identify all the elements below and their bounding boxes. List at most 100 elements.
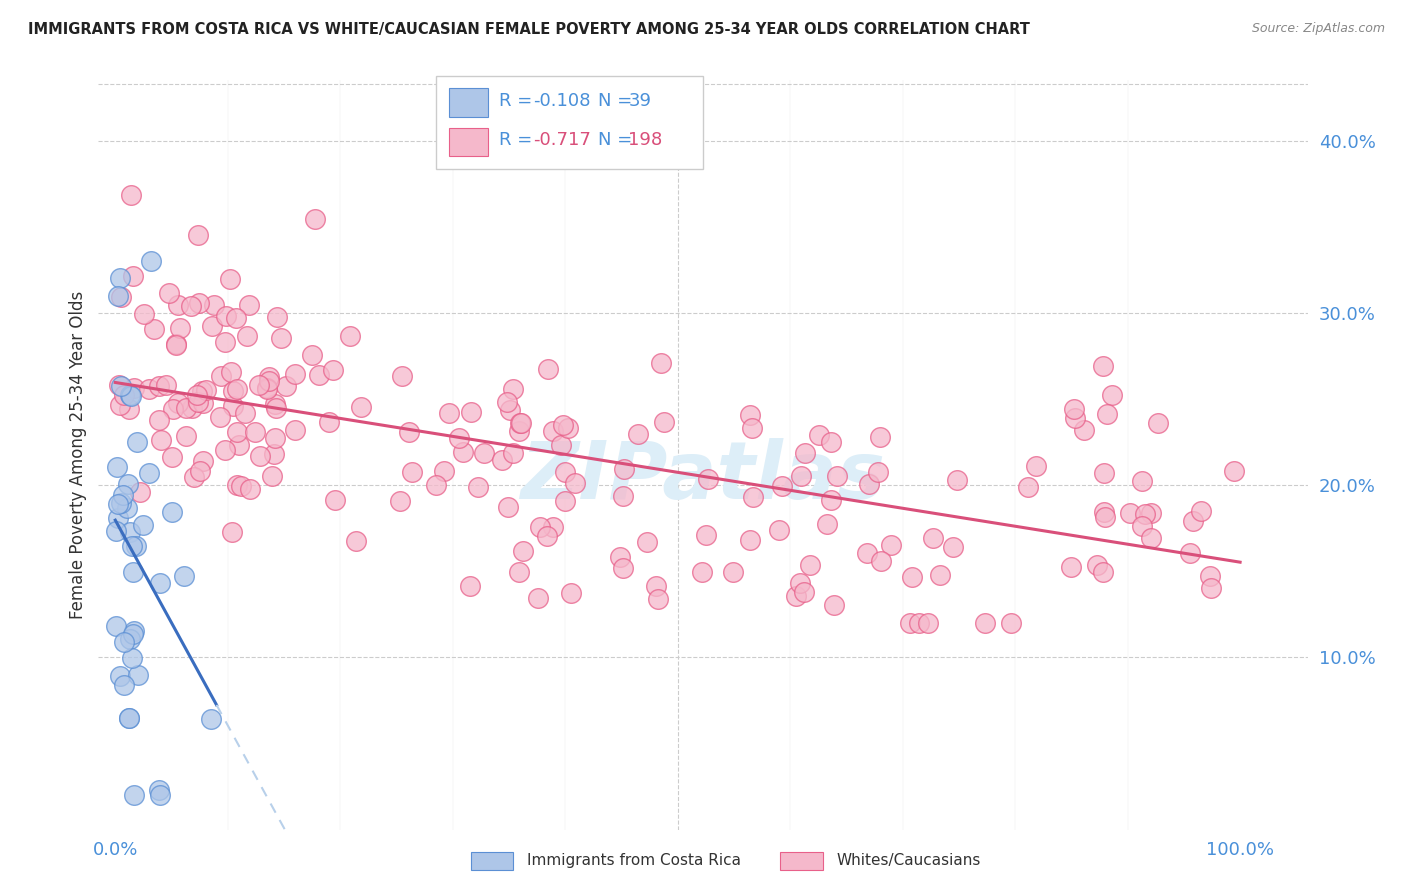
Point <box>509 417 531 431</box>
Point <box>121 268 143 283</box>
Point <box>323 493 346 508</box>
Point <box>652 416 675 430</box>
Point <box>301 348 323 362</box>
Point <box>187 227 209 242</box>
Point <box>124 381 146 395</box>
Point <box>613 461 636 475</box>
Point <box>167 396 190 410</box>
Point <box>122 627 145 641</box>
Point <box>167 298 190 312</box>
Point <box>308 368 330 383</box>
Point <box>191 384 214 398</box>
Point <box>121 539 143 553</box>
Point <box>553 418 575 433</box>
Point <box>181 401 204 415</box>
Point <box>149 433 172 447</box>
Point <box>225 477 247 491</box>
Point <box>554 465 576 479</box>
Point <box>350 400 373 414</box>
Point <box>174 401 197 415</box>
Text: -0.108: -0.108 <box>533 92 591 110</box>
Point <box>453 445 475 459</box>
Point <box>238 298 260 312</box>
Point <box>169 321 191 335</box>
Point <box>496 500 519 514</box>
Point <box>1223 464 1246 478</box>
Point <box>107 511 129 525</box>
Point <box>458 579 481 593</box>
Point <box>339 328 361 343</box>
Point <box>122 788 145 802</box>
Point <box>900 615 922 630</box>
Point <box>263 432 285 446</box>
Point <box>108 398 131 412</box>
Point <box>398 425 420 439</box>
Y-axis label: Female Poverty Among 25-34 Year Olds: Female Poverty Among 25-34 Year Olds <box>69 291 87 619</box>
Point <box>149 576 172 591</box>
Point <box>112 635 135 649</box>
Point <box>200 712 222 726</box>
Point <box>266 310 288 325</box>
Point <box>856 546 879 560</box>
Point <box>612 561 634 575</box>
Text: IMMIGRANTS FROM COSTA RICA VS WHITE/CAUCASIAN FEMALE POVERTY AMONG 25-34 YEAR OL: IMMIGRANTS FROM COSTA RICA VS WHITE/CAUC… <box>28 22 1031 37</box>
Point <box>208 409 231 424</box>
Point <box>138 466 160 480</box>
Point <box>508 424 530 438</box>
Point <box>132 517 155 532</box>
Point <box>1199 582 1222 596</box>
Point <box>740 409 762 423</box>
Point <box>222 384 245 399</box>
Point <box>219 365 242 379</box>
Point <box>768 523 790 537</box>
Point <box>564 476 586 491</box>
Point <box>256 382 278 396</box>
Point <box>808 428 831 442</box>
Point <box>115 501 138 516</box>
Point <box>612 490 634 504</box>
Point <box>188 464 211 478</box>
Text: -0.717: -0.717 <box>533 131 591 149</box>
Point <box>1025 458 1047 473</box>
Point <box>202 298 225 312</box>
Point <box>231 479 253 493</box>
Point <box>650 356 672 370</box>
Text: 198: 198 <box>628 131 662 149</box>
Point <box>221 525 243 540</box>
Point <box>636 534 658 549</box>
Point <box>107 288 129 302</box>
Point <box>1189 504 1212 518</box>
Point <box>107 497 129 511</box>
Point <box>186 388 208 402</box>
Point <box>249 449 271 463</box>
Point <box>117 477 139 491</box>
Point <box>112 678 135 692</box>
Point <box>510 416 533 430</box>
Point <box>143 322 166 336</box>
Point <box>695 528 717 542</box>
Point <box>1059 560 1081 574</box>
Point <box>118 388 141 402</box>
Point <box>1140 531 1163 545</box>
Point <box>789 575 811 590</box>
Point <box>215 310 238 324</box>
Point <box>105 524 128 538</box>
Point <box>536 529 558 543</box>
Point <box>257 374 280 388</box>
Point <box>120 188 142 202</box>
Point <box>1017 480 1039 494</box>
Point <box>127 667 149 681</box>
Point <box>866 465 889 479</box>
Point <box>741 421 763 435</box>
Point <box>1000 615 1022 630</box>
Text: N =: N = <box>598 131 637 149</box>
Point <box>304 212 326 227</box>
Point <box>110 379 132 393</box>
Point <box>793 585 815 599</box>
Point <box>264 401 287 416</box>
Point <box>1092 505 1115 519</box>
Point <box>917 615 939 630</box>
Text: Whites/Caucasians: Whites/Caucasians <box>837 854 981 868</box>
Point <box>183 470 205 484</box>
Point <box>690 565 713 579</box>
